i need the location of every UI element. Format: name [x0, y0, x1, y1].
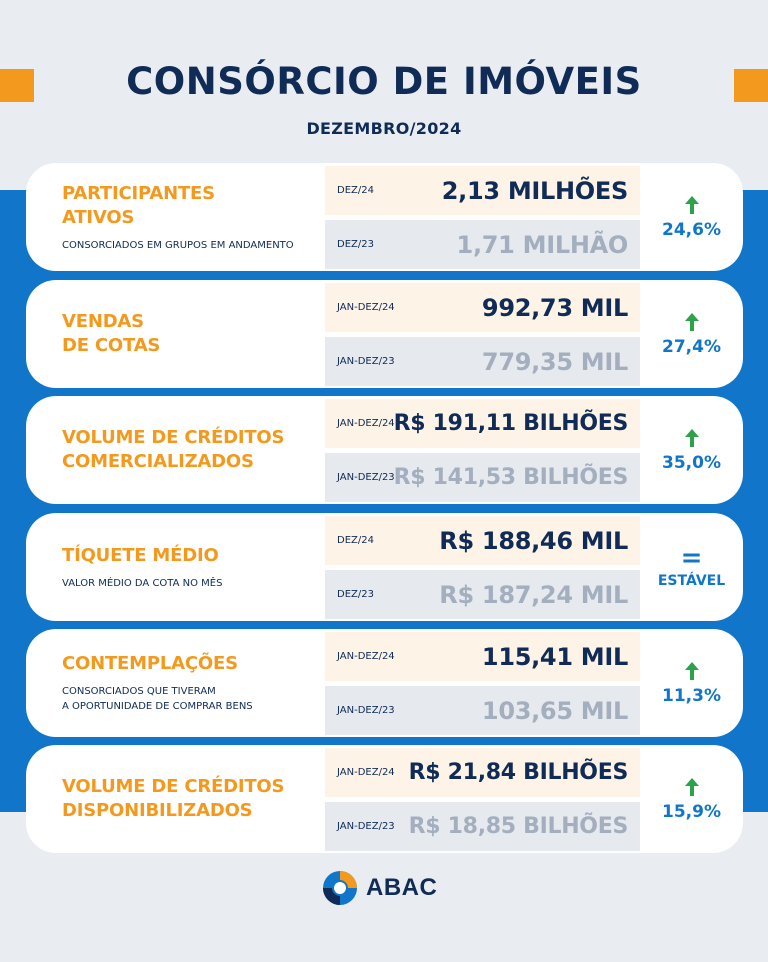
card-volume-creditos-disponibilizados: VOLUME DE CRÉDITOS DISPONIBILIZADOS JAN-…	[26, 745, 743, 853]
current-value: 992,73 MIL	[481, 293, 628, 322]
current-value: R$ 21,84 BILHÕES	[408, 760, 629, 785]
abac-logo: ABAC	[322, 868, 437, 908]
card-title: PARTICIPANTES ATIVOS	[62, 182, 215, 228]
card-description: CONSORCIADOS EM GRUPOS EM ANDAMENTO	[62, 239, 294, 251]
previous-value: 1,71 MILHÃO	[456, 230, 629, 259]
card-title: VOLUME DE CRÉDITOS COMERCIALIZADOS	[62, 427, 285, 472]
current-value: 2,13 MILHÕES	[441, 176, 629, 205]
card-vendas-de-cotas: VENDAS DE COTAS JAN-DEZ/24 992,73 MIL JA…	[26, 280, 743, 388]
current-value: 115,41 MIL	[481, 642, 628, 671]
change-block: 35,0%	[640, 396, 743, 504]
logo-text: ABAC	[366, 874, 438, 901]
change-block: = ESTÁVEL	[640, 513, 743, 621]
previous-period: DEZ/23	[337, 589, 374, 600]
arrow-up-icon	[684, 429, 699, 447]
previous-period: JAN-DEZ/23	[337, 356, 395, 367]
abac-logo-icon	[323, 871, 357, 905]
card-description: VALOR MÉDIO DA COTA NO MÊS	[62, 577, 223, 589]
change-block: 24,6%	[640, 163, 743, 271]
previous-value: R$ 18,85 BILHÕES	[408, 814, 629, 839]
change-block: 11,3%	[640, 629, 743, 737]
card-contemplacoes: CONTEMPLAÇÕES CONSORCIADOS QUE TIVERAM A…	[26, 629, 743, 737]
change-percent: 24,6%	[662, 220, 721, 240]
previous-row: JAN-DEZ/23 779,35 MIL	[325, 337, 640, 386]
current-row: DEZ/24 2,13 MILHÕES	[325, 166, 640, 215]
arrow-up-icon	[684, 196, 699, 214]
previous-row: DEZ/23 1,71 MILHÃO	[325, 220, 640, 269]
arrow-up-icon	[684, 662, 699, 680]
arrow-up-icon	[684, 778, 699, 796]
previous-row: JAN-DEZ/23 R$ 18,85 BILHÕES	[325, 802, 640, 851]
card-tiquete-medio: TÍQUETE MÉDIO VALOR MÉDIO DA COTA NO MÊS…	[26, 513, 743, 621]
previous-period: DEZ/23	[337, 239, 374, 250]
current-row: JAN-DEZ/24 R$ 21,84 BILHÕES	[325, 748, 640, 797]
previous-row: JAN-DEZ/23 R$ 141,53 BILHÕES	[325, 453, 640, 502]
card-volume-creditos-comercializados: VOLUME DE CRÉDITOS COMERCIALIZADOS JAN-D…	[26, 396, 743, 504]
card-title: CONTEMPLAÇÕES	[62, 653, 238, 674]
change-block: 15,9%	[640, 745, 743, 853]
previous-value: R$ 187,24 MIL	[439, 580, 628, 609]
previous-value: R$ 141,53 BILHÕES	[393, 465, 629, 490]
change-percent: 11,3%	[662, 686, 721, 706]
current-row: JAN-DEZ/24 115,41 MIL	[325, 632, 640, 681]
orange-accent-right	[734, 69, 768, 102]
change-percent: 15,9%	[662, 802, 721, 822]
card-title: VENDAS DE COTAS	[62, 311, 161, 356]
current-period: JAN-DEZ/24	[337, 651, 395, 662]
previous-value: 779,35 MIL	[481, 347, 628, 376]
equals-icon: =	[680, 543, 703, 573]
previous-row: JAN-DEZ/23 103,65 MIL	[325, 686, 640, 735]
change-block: 27,4%	[640, 280, 743, 388]
current-period: JAN-DEZ/24	[337, 418, 395, 429]
current-row: DEZ/24 R$ 188,46 MIL	[325, 516, 640, 565]
change-percent: 35,0%	[662, 453, 721, 473]
page-subtitle: DEZEMBRO/2024	[306, 119, 462, 138]
card-title: TÍQUETE MÉDIO	[62, 544, 219, 566]
current-row: JAN-DEZ/24 992,73 MIL	[325, 283, 640, 332]
previous-period: JAN-DEZ/23	[337, 705, 395, 716]
current-row: JAN-DEZ/24 R$ 191,11 BILHÕES	[325, 399, 640, 448]
previous-period: JAN-DEZ/23	[337, 821, 395, 832]
change-status: ESTÁVEL	[657, 573, 726, 589]
current-period: DEZ/24	[337, 185, 374, 196]
card-participantes-ativos: PARTICIPANTES ATIVOS CONSORCIADOS EM GRU…	[26, 163, 743, 271]
current-period: JAN-DEZ/24	[337, 767, 395, 778]
orange-accent-left	[0, 69, 34, 102]
card-description: CONSORCIADOS QUE TIVERAM A OPORTUNIDADE …	[62, 686, 253, 712]
change-percent: 27,4%	[662, 337, 721, 357]
current-period: JAN-DEZ/24	[337, 302, 395, 313]
previous-period: JAN-DEZ/23	[337, 472, 395, 483]
current-value: R$ 191,11 BILHÕES	[393, 411, 629, 436]
current-value: R$ 188,46 MIL	[439, 526, 628, 555]
previous-row: DEZ/23 R$ 187,24 MIL	[325, 570, 640, 619]
current-period: DEZ/24	[337, 535, 374, 546]
arrow-up-icon	[684, 313, 699, 331]
page-title: CONSÓRCIO DE IMÓVEIS	[126, 60, 642, 103]
previous-value: 103,65 MIL	[481, 696, 628, 725]
card-title: VOLUME DE CRÉDITOS DISPONIBILIZADOS	[62, 776, 285, 821]
